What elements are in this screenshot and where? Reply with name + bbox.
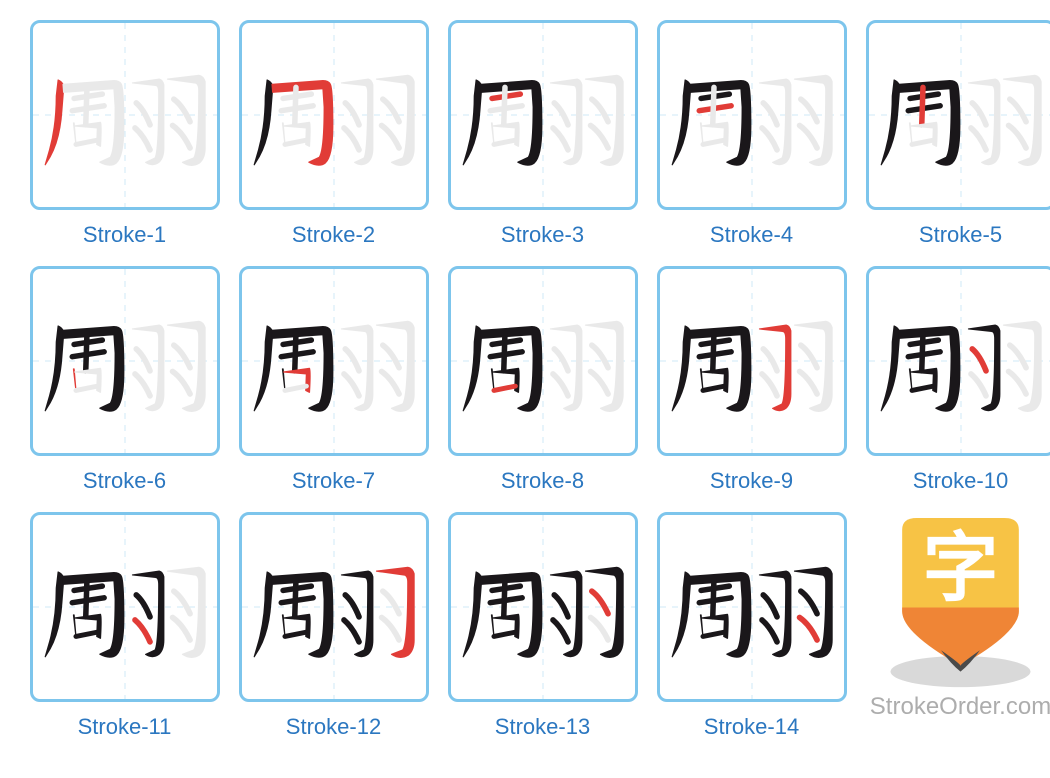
stroke-svg	[242, 515, 426, 699]
stroke-label: Stroke-3	[441, 222, 644, 248]
stroke-label: Stroke-4	[650, 222, 853, 248]
stroke-cell-3: Stroke-3	[441, 20, 644, 248]
stroke-label: Stroke-7	[232, 468, 435, 494]
stroke-tile	[30, 512, 220, 702]
stroke-cell-13: Stroke-13	[441, 512, 644, 740]
stroke-tile	[30, 20, 220, 210]
stroke-tile	[866, 266, 1050, 456]
stroke-grid: Stroke-1 Stroke-2 Stroke-3 Stroke-4 Stro…	[20, 20, 1050, 758]
stroke-tile	[239, 512, 429, 702]
stroke-label: Stroke-10	[859, 468, 1050, 494]
stroke-tile	[657, 512, 847, 702]
stroke-label: Stroke-12	[232, 714, 435, 740]
stroke-tile	[448, 512, 638, 702]
stroke-cell-1: Stroke-1	[23, 20, 226, 248]
stroke-svg	[660, 23, 844, 207]
stroke-cell-11: Stroke-11	[23, 512, 226, 740]
stroke-tile	[239, 20, 429, 210]
stroke-tile	[239, 266, 429, 456]
stroke-tile	[448, 266, 638, 456]
stroke-tile	[448, 20, 638, 210]
stroke-cell-7: Stroke-7	[232, 266, 435, 494]
stroke-tile	[657, 20, 847, 210]
stroke-cell-6: Stroke-6	[23, 266, 226, 494]
stroke-cell-4: Stroke-4	[650, 20, 853, 248]
stroke-cell-2: Stroke-2	[232, 20, 435, 248]
stroke-cell-9: Stroke-9	[650, 266, 853, 494]
stroke-svg	[242, 269, 426, 453]
stroke-tile	[866, 20, 1050, 210]
stroke-tile	[657, 266, 847, 456]
stroke-cell-12: Stroke-12	[232, 512, 435, 740]
brand-name: StrokeOrder.com	[859, 693, 1050, 721]
brand-logo: 字	[873, 518, 1048, 693]
stroke-label: Stroke-14	[650, 714, 853, 740]
stroke-label: Stroke-5	[859, 222, 1050, 248]
stroke-tile	[30, 266, 220, 456]
svg-text:字: 字	[923, 526, 999, 611]
stroke-cell-8: Stroke-8	[441, 266, 644, 494]
stroke-svg	[451, 269, 635, 453]
stroke-svg	[451, 23, 635, 207]
stroke-svg	[33, 515, 217, 699]
stroke-label: Stroke-8	[441, 468, 644, 494]
stroke-label: Stroke-6	[23, 468, 226, 494]
stroke-cell-14: Stroke-14	[650, 512, 853, 740]
stroke-cell-10: Stroke-10	[859, 266, 1050, 494]
stroke-label: Stroke-2	[232, 222, 435, 248]
stroke-svg	[660, 515, 844, 699]
stroke-svg	[242, 23, 426, 207]
stroke-svg	[33, 269, 217, 453]
brand-cell: 字 StrokeOrder.com	[859, 512, 1050, 740]
stroke-label: Stroke-9	[650, 468, 853, 494]
stroke-cell-5: Stroke-5	[859, 20, 1050, 248]
stroke-svg	[869, 23, 1050, 207]
stroke-label: Stroke-11	[23, 714, 226, 740]
stroke-label: Stroke-1	[23, 222, 226, 248]
stroke-svg	[451, 515, 635, 699]
stroke-label: Stroke-13	[441, 714, 644, 740]
stroke-svg	[33, 23, 217, 207]
stroke-svg	[869, 269, 1050, 453]
stroke-order-panel: Stroke-1 Stroke-2 Stroke-3 Stroke-4 Stro…	[20, 20, 1050, 758]
stroke-svg	[660, 269, 844, 453]
